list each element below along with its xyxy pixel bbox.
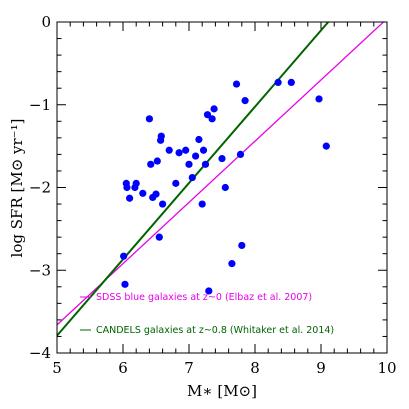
y-tick-label: −3 [29, 261, 51, 279]
data-point [139, 189, 147, 197]
data-point [123, 183, 131, 192]
axis-ticks [56, 21, 388, 354]
data-point [315, 95, 323, 103]
data-point [205, 287, 213, 295]
plot-frame [56, 21, 388, 354]
data-point [145, 115, 153, 123]
data-point [120, 252, 128, 260]
data-point [218, 154, 226, 163]
data-point [238, 241, 246, 250]
data-point [153, 157, 161, 165]
data-point [236, 150, 245, 158]
sdss-relation-line [57, 22, 385, 326]
x-tick-label: 10 [377, 359, 396, 377]
data-point [172, 179, 180, 187]
data-point [185, 160, 193, 168]
tick-labels: 5 6 7 8 9 10 0 −1 −2 −3 −4 [29, 13, 397, 377]
data-point [147, 160, 155, 168]
data-point [152, 190, 160, 198]
y-axis-title: log SFR [M⊙ yr⁻¹] [8, 119, 26, 258]
x-tick-label: 5 [52, 359, 62, 377]
y-tick-label: 0 [41, 13, 51, 31]
data-point [201, 160, 210, 168]
data-point [126, 194, 134, 202]
data-point [159, 200, 167, 208]
data-point [198, 200, 206, 208]
x-tick-label: 8 [250, 359, 260, 377]
data-point [274, 78, 282, 87]
data-point [232, 80, 241, 88]
data-point [121, 280, 129, 288]
x-tick-label: 6 [118, 359, 128, 377]
data-point [228, 260, 236, 268]
data-point [208, 115, 216, 123]
data-point [188, 173, 196, 182]
data-point [182, 146, 190, 154]
x-axis-title: M∗ [M⊙] [187, 382, 257, 400]
data-point [210, 105, 218, 113]
data-point [157, 132, 165, 140]
data-point [165, 146, 173, 154]
data-point [221, 183, 229, 192]
y-tick-label: −4 [29, 344, 51, 362]
data-point [132, 179, 140, 187]
data-point [322, 142, 330, 150]
y-tick-label: −1 [29, 96, 51, 114]
data-point [199, 146, 208, 154]
data-point [175, 149, 183, 157]
legend: SDSS blue galaxies at z~0 (Elbaz et al. … [80, 292, 334, 336]
x-tick-label: 7 [184, 359, 194, 377]
x-tick-label: 9 [316, 359, 326, 377]
data-point [155, 233, 163, 241]
data-point [287, 78, 295, 87]
data-point [241, 97, 249, 105]
data-points [120, 78, 330, 295]
data-point [195, 135, 203, 144]
legend-label-sdss: SDSS blue galaxies at z~0 (Elbaz et al. … [96, 292, 312, 303]
y-tick-label: −2 [29, 179, 51, 197]
data-point [192, 152, 200, 160]
legend-label-candels: CANDELS galaxies at z~0.8 (Whitaker et a… [96, 325, 334, 336]
data-point [203, 111, 212, 119]
